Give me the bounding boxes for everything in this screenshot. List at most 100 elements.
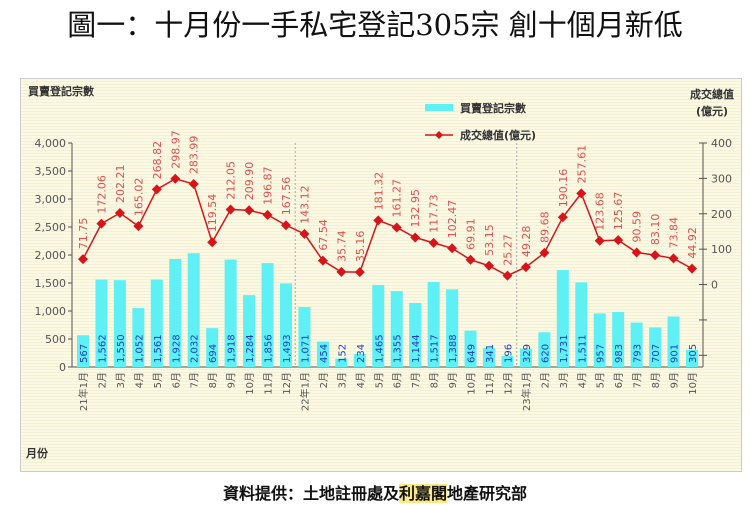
line-label: 25.27 <box>501 234 514 266</box>
line-marker <box>281 220 291 231</box>
line-label: 102.47 <box>446 200 459 239</box>
bar <box>483 347 495 367</box>
bar-label: 957 <box>596 344 607 363</box>
bar-label: 454 <box>319 344 330 363</box>
line-marker <box>594 235 605 246</box>
right-axis-title: 成交總值 <box>690 87 734 101</box>
bar-label: 1,511 <box>577 334 588 363</box>
left-tick-label: 1,000 <box>35 305 67 318</box>
source-prefix: 資料提供：土地註冊處及 <box>222 484 399 503</box>
line-marker <box>336 266 347 277</box>
bar-label: 1,144 <box>411 334 422 363</box>
month-label: 4月 <box>576 372 588 388</box>
bar-label: 329 <box>522 344 533 363</box>
left-tick-label: 3,500 <box>35 165 67 178</box>
line-marker <box>114 207 125 218</box>
legend-bar-label: 買賣登記宗數 <box>460 101 526 115</box>
line-label: 298.97 <box>169 130 182 169</box>
month-label: 6月 <box>170 372 182 388</box>
line-label: 69.91 <box>465 218 478 250</box>
bar-label: 567 <box>79 344 90 363</box>
bar <box>519 348 532 367</box>
month-label: 7月 <box>189 372 201 388</box>
bar <box>612 311 625 367</box>
line-label: 90.59 <box>631 211 644 243</box>
bar <box>575 282 588 367</box>
bar-label: 1,856 <box>264 334 275 363</box>
month-label: 7月 <box>410 372 422 388</box>
bar-label: 1,465 <box>374 334 385 363</box>
bar-label: 2,032 <box>190 334 201 363</box>
right-tick-label: 300 <box>711 172 732 185</box>
line-label: 67.54 <box>317 219 330 251</box>
bar <box>280 283 292 367</box>
bar <box>372 284 385 367</box>
bar-label: 1,355 <box>393 334 404 363</box>
line-label: 172.06 <box>95 175 108 214</box>
line-marker <box>225 204 236 215</box>
bar <box>593 313 606 367</box>
bar <box>446 289 459 367</box>
line-label: 190.16 <box>557 169 570 208</box>
line-marker <box>299 228 310 239</box>
line-marker <box>96 218 107 229</box>
line-marker <box>465 254 476 265</box>
line-label: 209.90 <box>243 162 256 201</box>
line-label: 89.68 <box>538 211 551 243</box>
line-marker <box>317 255 328 266</box>
line-marker <box>502 270 513 281</box>
month-label: 5月 <box>595 372 607 388</box>
line-marker <box>631 247 642 258</box>
left-tick-label: 2,500 <box>35 221 67 234</box>
line-marker <box>520 262 531 273</box>
bar-label: 341 <box>485 344 496 363</box>
bar <box>353 353 366 367</box>
bar-label: 1,928 <box>171 334 182 363</box>
bar-label: 1,284 <box>245 334 256 363</box>
bar-label: 901 <box>670 344 681 363</box>
line-label: 35.74 <box>335 230 348 262</box>
month-label: 3月 <box>336 372 348 388</box>
line-label: 83.10 <box>649 214 662 246</box>
month-label: 22年1月 <box>298 372 311 411</box>
line-label: 268.82 <box>151 141 164 180</box>
month-label: 11月 <box>263 372 275 395</box>
month-label: 10月 <box>687 372 699 395</box>
bar-label: 707 <box>651 344 662 363</box>
bar <box>113 280 126 367</box>
month-label: 12月 <box>502 372 514 395</box>
legend-line-label: 成交總值(億元) <box>460 128 536 142</box>
line-label: 161.27 <box>391 179 404 218</box>
line-label: 119.54 <box>206 194 219 233</box>
line-label: 73.84 <box>668 217 681 249</box>
line-label: 132.95 <box>409 189 422 228</box>
line-marker <box>207 237 218 248</box>
bar-label: 196 <box>503 344 514 363</box>
month-label: 4月 <box>355 372 367 388</box>
bar <box>206 328 219 367</box>
bar <box>667 316 680 367</box>
month-label: 5月 <box>152 372 164 388</box>
month-label: 10月 <box>466 372 478 395</box>
right-tick-label: 100 <box>711 243 732 256</box>
line-marker <box>447 243 458 254</box>
bar <box>630 322 643 367</box>
bar <box>427 282 440 367</box>
line-label: 181.32 <box>372 172 385 211</box>
bar <box>556 270 569 367</box>
line-label: 212.05 <box>225 161 238 199</box>
line-label: 283.99 <box>188 136 201 175</box>
month-label: 12月 <box>281 372 293 395</box>
month-label: 3月 <box>558 372 570 388</box>
bar-label: 1,561 <box>153 334 164 363</box>
bar-label: 793 <box>633 344 644 363</box>
bar <box>150 279 163 367</box>
line-label: 117.73 <box>428 194 441 233</box>
right-axis-unit: (億元) <box>696 104 728 118</box>
left-axis-title: 買賣登記宗數 <box>28 84 94 98</box>
bar-label: 1,731 <box>559 334 570 363</box>
bar-label: 1,071 <box>300 334 311 363</box>
legend-bar-swatch <box>425 104 453 111</box>
bar <box>298 307 311 367</box>
